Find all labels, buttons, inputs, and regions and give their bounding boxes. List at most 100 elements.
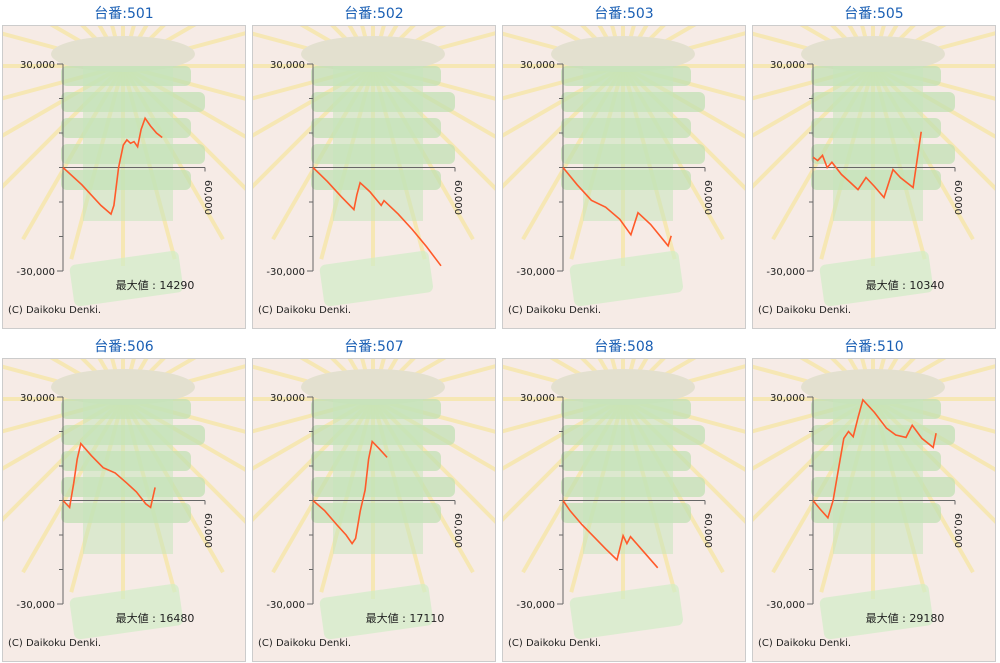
y-tick-label: -30,000 bbox=[516, 267, 555, 278]
box-tray bbox=[569, 250, 683, 307]
tray-body bbox=[583, 66, 673, 221]
y-tick-label: -30,000 bbox=[766, 600, 805, 611]
data-line bbox=[812, 398, 937, 520]
max-label: 最大値 : 17110 bbox=[366, 611, 445, 625]
balls bbox=[301, 369, 445, 405]
chart-panel: 台番:503 30,000 -30,000 60,000 (C) Daikoku Den… bbox=[502, 4, 746, 329]
balls bbox=[301, 36, 445, 72]
background-decoration bbox=[253, 26, 495, 307]
copyright: (C) Daikoku Denki. bbox=[758, 638, 851, 649]
copyright: (C) Daikoku Denki. bbox=[8, 638, 101, 649]
tray-body bbox=[83, 399, 173, 554]
balls bbox=[801, 36, 945, 72]
chart-title: 台番:510 bbox=[844, 339, 904, 355]
y-tick-label: 30,000 bbox=[20, 393, 55, 404]
balls bbox=[551, 36, 695, 72]
chart-panel: 台番:510 30,000 -30,000 60,000 最大値 : 29180 (C) … bbox=[752, 337, 996, 662]
ray bbox=[110, 359, 125, 400]
box-tray bbox=[69, 250, 183, 307]
copyright: (C) Daikoku Denki. bbox=[508, 305, 601, 316]
balls bbox=[551, 369, 695, 405]
ray bbox=[860, 359, 875, 400]
ray bbox=[371, 26, 386, 67]
background-decoration bbox=[503, 359, 745, 640]
chart-panel: 台番:505 30,000 -30,000 60,000 最大値 : 10340 (C) … bbox=[752, 4, 996, 329]
balls bbox=[51, 369, 195, 405]
x-tick-label: 60,000 bbox=[202, 180, 213, 215]
tray-body bbox=[83, 66, 173, 221]
chart-title: 台番:507 bbox=[344, 339, 404, 355]
y-tick-label: -30,000 bbox=[266, 600, 305, 611]
chart-title: 台番:502 bbox=[344, 6, 404, 22]
copyright: (C) Daikoku Denki. bbox=[258, 638, 351, 649]
background-decoration bbox=[253, 359, 495, 640]
y-tick-label: 30,000 bbox=[20, 60, 55, 71]
chart-panel: 台番:501 30,000 -30,000 60,000 最大値 : 14290 (C) … bbox=[2, 4, 246, 329]
box-tray bbox=[319, 250, 433, 307]
chart: 30,000 -30,000 60,000 (C) Daikoku Denki. bbox=[502, 25, 746, 329]
box-tray bbox=[69, 583, 183, 640]
balls bbox=[51, 36, 195, 72]
data-line bbox=[62, 441, 156, 510]
y-tick-label: 30,000 bbox=[520, 60, 555, 71]
y-tick-label: -30,000 bbox=[266, 267, 305, 278]
y-tick-label: -30,000 bbox=[766, 267, 805, 278]
background-decoration bbox=[503, 26, 745, 307]
copyright: (C) Daikoku Denki. bbox=[758, 305, 851, 316]
x-tick-label: 60,000 bbox=[202, 513, 213, 548]
chart: 30,000 -30,000 60,000 最大値 : 10340 (C) Daikok… bbox=[752, 25, 996, 329]
chart: 30,000 -30,000 60,000 (C) Daikoku Denki. bbox=[252, 25, 496, 329]
box-tray bbox=[819, 583, 933, 640]
y-tick-label: 30,000 bbox=[270, 60, 305, 71]
data-line bbox=[312, 439, 388, 546]
ray bbox=[871, 359, 886, 400]
ray bbox=[121, 26, 136, 67]
max-label: 最大値 : 16480 bbox=[116, 611, 195, 625]
data-line bbox=[562, 500, 659, 569]
background-decoration bbox=[753, 26, 995, 307]
chart-title: 台番:503 bbox=[594, 6, 654, 22]
copyright: (C) Daikoku Denki. bbox=[8, 305, 101, 316]
chart-title: 台番:505 bbox=[844, 6, 904, 22]
max-label: 最大値 : 29180 bbox=[866, 611, 945, 625]
data-line bbox=[562, 166, 672, 248]
ray bbox=[610, 26, 625, 67]
x-tick-label: 60,000 bbox=[952, 180, 963, 215]
max-label: 最大値 : 10340 bbox=[866, 278, 945, 292]
max-label: 最大値 : 14290 bbox=[116, 278, 195, 292]
chart-panel: 台番:508 30,000 -30,000 60,000 (C) Daikoku Den… bbox=[502, 337, 746, 662]
chart-panel: 台番:507 30,000 -30,000 60,000 最大値 : 17110 (C) … bbox=[252, 337, 496, 662]
data-line bbox=[312, 166, 442, 267]
data-line bbox=[62, 116, 163, 216]
y-tick-label: 30,000 bbox=[270, 393, 305, 404]
box-tray bbox=[569, 583, 683, 640]
ray bbox=[610, 359, 625, 400]
ray bbox=[360, 359, 375, 400]
ray bbox=[621, 359, 636, 400]
y-tick-label: -30,000 bbox=[16, 267, 55, 278]
box-tray bbox=[819, 250, 933, 307]
box-tray bbox=[319, 583, 433, 640]
tray-body bbox=[833, 66, 923, 221]
background-decoration bbox=[753, 359, 995, 640]
background-decoration bbox=[3, 359, 245, 640]
x-tick-label: 60,000 bbox=[702, 513, 713, 548]
chart-title: 台番:501 bbox=[94, 6, 154, 22]
chart: 30,000 -30,000 60,000 (C) Daikoku Denki. bbox=[502, 358, 746, 662]
ray bbox=[871, 26, 886, 67]
x-tick-label: 60,000 bbox=[702, 180, 713, 215]
ray bbox=[371, 359, 386, 400]
y-tick-label: 30,000 bbox=[770, 393, 805, 404]
x-tick-label: 60,000 bbox=[952, 513, 963, 548]
chart-panel: 台番:506 30,000 -30,000 60,000 最大値 : 16480 (C) … bbox=[2, 337, 246, 662]
copyright: (C) Daikoku Denki. bbox=[258, 305, 351, 316]
chart-title: 台番:508 bbox=[594, 339, 654, 355]
chart: 30,000 -30,000 60,000 最大値 : 17110 (C) Daikok… bbox=[252, 358, 496, 662]
ray bbox=[121, 359, 136, 400]
tray-body bbox=[333, 66, 423, 221]
ray bbox=[860, 26, 875, 67]
data-line bbox=[812, 131, 922, 200]
tray-body bbox=[833, 399, 923, 554]
balls bbox=[801, 369, 945, 405]
